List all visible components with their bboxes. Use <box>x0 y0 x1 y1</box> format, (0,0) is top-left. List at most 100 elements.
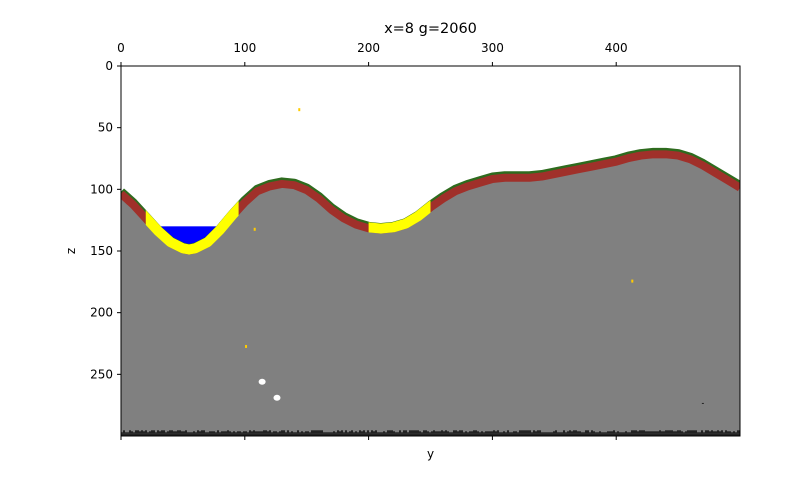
bedrock-speck <box>443 431 445 434</box>
bedrock-speck <box>267 431 269 434</box>
bedrock-speck <box>587 430 589 434</box>
bedrock-speck <box>417 430 419 434</box>
bedrock-speck <box>705 430 707 434</box>
bedrock-speck <box>359 430 361 434</box>
sand-patch-0 <box>145 200 239 255</box>
bedrock-speck <box>737 430 739 434</box>
y-tick-label: 200 <box>90 306 113 320</box>
bedrock-speck <box>463 432 465 434</box>
air-pocket-point <box>258 378 266 385</box>
bedrock-speck <box>231 432 233 434</box>
bedrock-speck <box>629 432 631 434</box>
bedrock-speck <box>557 432 559 434</box>
bedrock-speck <box>273 431 275 434</box>
bedrock-speck <box>649 431 651 434</box>
bedrock-speck <box>623 432 625 434</box>
bedrock-speck <box>573 430 575 434</box>
bedrock-speck <box>247 432 249 434</box>
bedrock-speck <box>181 431 183 434</box>
bedrock-speck <box>647 431 649 434</box>
bedrock-speck <box>429 432 431 434</box>
bedrock-speck <box>311 430 313 434</box>
bedrock-speck <box>503 431 505 434</box>
bedrock-speck <box>535 431 537 434</box>
bedrock-speck <box>729 431 731 434</box>
bedrock-speck <box>203 430 205 434</box>
bedrock-speck <box>685 431 687 434</box>
bedrock-speck <box>235 432 237 434</box>
bedrock-speck <box>571 431 573 434</box>
bedrock-speck <box>379 432 381 434</box>
bedrock-speck <box>403 430 405 434</box>
bedrock-speck <box>287 430 289 434</box>
bedrock-speck <box>341 430 343 434</box>
bedrock-speck <box>335 432 337 434</box>
bedrock-speck <box>495 431 497 434</box>
bedrock-speck <box>661 431 663 434</box>
x-top-tick-label: 400 <box>605 41 628 55</box>
bedrock-speck <box>221 431 223 434</box>
bedrock-speck <box>643 430 645 434</box>
bedrock-speck <box>523 430 525 434</box>
bedrock-speck <box>361 431 363 434</box>
bedrock-speck <box>201 430 203 434</box>
bedrock-speck <box>589 432 591 434</box>
bedrock-speck <box>413 430 415 434</box>
bedrock-speck <box>219 432 221 434</box>
bedrock-speck <box>593 431 595 434</box>
bedrock-speck <box>237 431 239 434</box>
bedrock-speck <box>651 431 653 434</box>
bedrock-speck <box>653 431 655 434</box>
bedrock-speck <box>407 432 409 434</box>
bedrock-speck <box>683 432 685 434</box>
bedrock-speck <box>715 431 717 434</box>
bedrock-speck <box>305 431 307 434</box>
x-top-tick-label: 300 <box>481 41 504 55</box>
bedrock-speck <box>173 431 175 434</box>
bedrock-speck <box>717 430 719 434</box>
bedrock-speck <box>363 430 365 434</box>
bedrock-speck <box>303 432 305 434</box>
ore-point <box>298 108 301 112</box>
bedrock-speck <box>187 432 189 434</box>
bedrock-speck <box>435 431 437 434</box>
bedrock-speck <box>577 431 579 434</box>
bedrock-speck <box>619 432 621 434</box>
bedrock-speck <box>679 430 681 434</box>
bedrock-speck <box>583 432 585 434</box>
bedrock-speck <box>253 430 255 434</box>
bedrock-speck <box>249 430 251 434</box>
bedrock-speck <box>533 430 535 434</box>
bedrock-speck <box>471 431 473 434</box>
bedrock-speck <box>309 432 311 434</box>
bedrock-speck <box>487 431 489 434</box>
bedrock-speck <box>671 430 673 434</box>
bedrock-speck <box>285 432 287 434</box>
bedrock-speck <box>663 431 665 434</box>
bedrock-speck <box>277 432 279 434</box>
bedrock-speck <box>731 432 733 434</box>
bedrock-speck <box>539 430 541 434</box>
bedrock-speck <box>139 431 141 434</box>
bedrock-speck <box>189 432 191 434</box>
bedrock-speck <box>597 432 599 434</box>
bedrock-speck <box>125 432 127 434</box>
bedrock-speck <box>275 431 277 434</box>
bedrock-speck <box>367 430 369 434</box>
bedrock-speck <box>263 430 265 434</box>
bedrock-speck <box>293 432 295 434</box>
bedrock-speck <box>191 432 193 434</box>
bedrock-speck <box>395 432 397 434</box>
bedrock-speck <box>599 431 601 434</box>
bedrock-speck <box>481 431 483 434</box>
bedrock-speck <box>681 431 683 434</box>
bedrock-speck <box>169 430 171 434</box>
y-tick-label: 50 <box>98 121 113 135</box>
bedrock-speck <box>565 432 567 434</box>
bedrock-speck <box>329 432 331 434</box>
bedrock-speck <box>439 431 441 434</box>
bedrock-speck <box>177 430 179 434</box>
bedrock-speck <box>641 430 643 434</box>
bedrock-speck <box>489 431 491 434</box>
